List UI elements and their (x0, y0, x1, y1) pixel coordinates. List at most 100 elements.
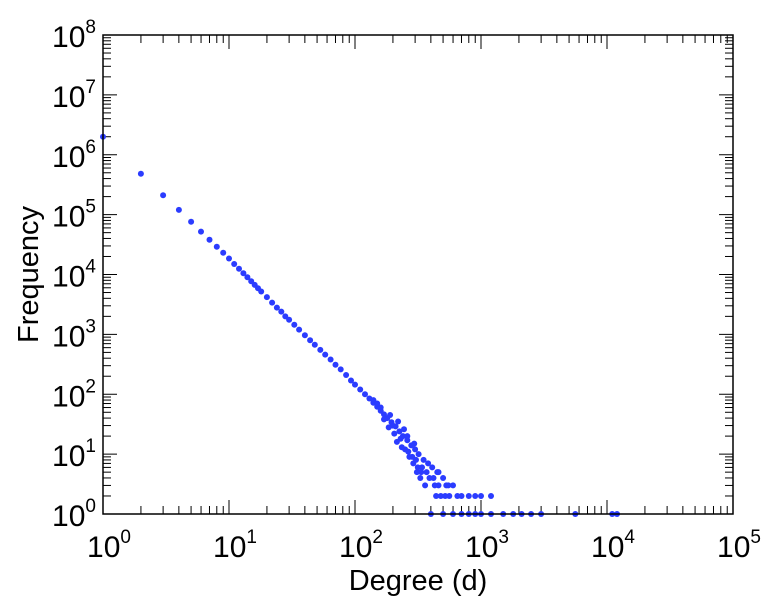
data-point (296, 326, 303, 333)
data-point (418, 469, 425, 476)
data-point (137, 170, 144, 177)
data-point (393, 438, 400, 445)
plot-frame (102, 34, 734, 515)
data-point (269, 299, 276, 306)
data-point (291, 321, 298, 328)
y-tick-label: 103 (52, 316, 96, 353)
x-axis-label: Degree (d) (349, 565, 488, 597)
data-point (311, 341, 318, 348)
data-point (391, 430, 398, 437)
data-point (160, 192, 167, 199)
data-point (322, 351, 329, 358)
y-tick-label: 100 (52, 496, 96, 533)
y-tick-label: 101 (52, 436, 96, 473)
x-tick-label: 105 (717, 527, 761, 564)
data-point (220, 249, 227, 256)
data-point (411, 440, 418, 447)
x-tick-label: 101 (213, 527, 257, 564)
data-point (258, 288, 265, 295)
data-point (240, 270, 247, 277)
data-point (450, 482, 456, 489)
data-point (425, 460, 432, 467)
data-point (454, 493, 461, 499)
data-point (435, 469, 442, 476)
data-point (332, 361, 339, 368)
data-point (404, 437, 411, 444)
data-point (226, 255, 232, 262)
data-point (413, 469, 420, 476)
data-point (188, 218, 195, 225)
y-tick-label: 104 (52, 257, 96, 294)
tick-labels: 100 101 102 103 104 105 100 101 102 103 104 105 106 1… (52, 17, 761, 564)
data-point (443, 482, 450, 489)
y-tick-label: 107 (52, 77, 96, 114)
y-tick-label: 106 (52, 137, 96, 174)
data-points (100, 133, 620, 517)
data-point (343, 372, 350, 378)
data-point (423, 469, 430, 476)
data-point (478, 493, 484, 499)
data-point (405, 448, 412, 455)
data-point (263, 294, 270, 301)
data-point (398, 444, 405, 451)
data-point (348, 377, 354, 384)
data-point (385, 424, 392, 431)
data-point (415, 451, 422, 458)
data-point (401, 426, 407, 433)
data-point (236, 265, 242, 272)
y-tick-label: 108 (52, 17, 96, 54)
data-point (412, 446, 419, 453)
data-point (198, 228, 204, 235)
data-point (381, 416, 387, 423)
y-tick-label: 105 (52, 197, 96, 234)
axis-ticks (102, 35, 733, 515)
data-point (286, 316, 293, 323)
data-point (387, 412, 394, 418)
data-point (377, 404, 384, 411)
data-point (337, 366, 344, 373)
data-point (458, 493, 465, 499)
data-point (419, 464, 425, 471)
data-point (442, 493, 449, 499)
x-tick-label: 100 (87, 527, 131, 564)
data-point (440, 475, 447, 481)
data-point (413, 456, 419, 463)
data-point (273, 304, 280, 311)
data-point (352, 381, 358, 388)
data-point (396, 428, 403, 435)
data-point (213, 243, 220, 250)
data-point (426, 475, 433, 481)
y-axis-label: Frequency (13, 205, 45, 343)
data-point (429, 464, 436, 471)
data-point (206, 236, 213, 243)
data-point (175, 206, 182, 213)
data-point (362, 391, 368, 398)
data-point (395, 418, 402, 425)
data-point (422, 482, 429, 489)
data-point (420, 456, 427, 463)
data-point (301, 332, 308, 339)
data-point (446, 493, 453, 499)
data-point (357, 386, 364, 393)
data-point (317, 346, 324, 353)
data-point (414, 464, 421, 471)
data-point (431, 482, 438, 489)
data-point (278, 308, 285, 315)
data-point (488, 493, 494, 499)
data-point (437, 493, 444, 499)
x-tick-label: 103 (465, 527, 509, 564)
data-point (417, 475, 424, 481)
data-point (374, 400, 381, 407)
data-point (465, 493, 472, 499)
data-point (433, 493, 440, 499)
data-point (231, 261, 238, 267)
data-point (404, 433, 411, 440)
data-point (244, 274, 251, 281)
x-tick-label: 104 (591, 527, 635, 564)
data-point (327, 356, 334, 363)
x-tick-label: 102 (339, 527, 383, 564)
data-point (307, 337, 314, 344)
data-point (472, 493, 479, 499)
y-tick-label: 102 (52, 376, 96, 413)
